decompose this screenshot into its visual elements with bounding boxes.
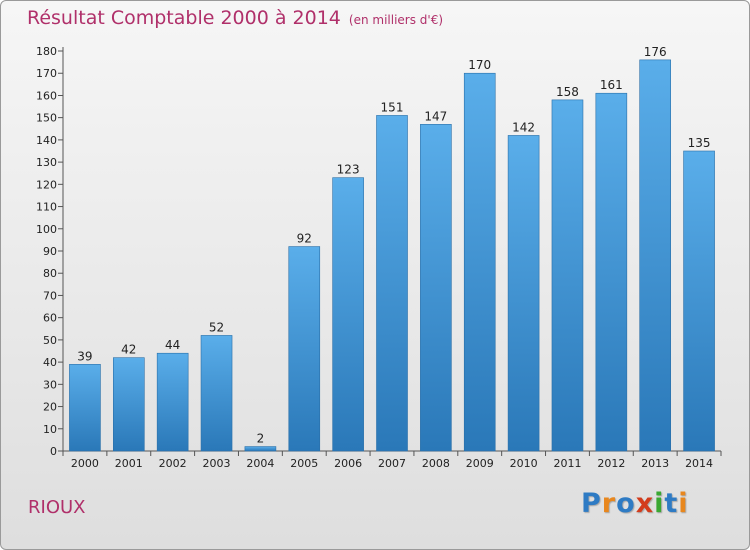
y-tick-label: 0 <box>50 445 57 458</box>
logo-letter: o <box>616 488 636 519</box>
x-tick-label: 2014 <box>685 457 713 470</box>
data-label: 151 <box>381 100 404 114</box>
y-tick-label: 60 <box>43 312 57 325</box>
y-tick-label: 160 <box>36 89 57 102</box>
bar[interactable] <box>683 150 715 452</box>
x-axis: 2000 2001 2002 2003 2004 2005 2006 2007 2008 2009… <box>62 450 722 470</box>
bar[interactable] <box>156 352 189 452</box>
data-label: 170 <box>468 58 491 72</box>
bar[interactable] <box>69 364 101 452</box>
y-tick-label: 110 <box>36 201 57 214</box>
y-tick-label: 100 <box>36 223 57 236</box>
data-labels: 39 42 44 52 2 92 123 151 147 170 142 158 161 176 135 <box>77 45 710 446</box>
bar[interactable] <box>639 59 672 452</box>
bar[interactable] <box>113 357 145 452</box>
data-label: 2 <box>257 432 265 446</box>
y-tick-label: 170 <box>36 67 57 80</box>
x-tick-label: 2004 <box>246 457 274 470</box>
x-tick-label: 2013 <box>641 457 669 470</box>
x-tick-label: 2002 <box>159 457 187 470</box>
bar[interactable] <box>200 335 233 452</box>
bar[interactable] <box>376 115 408 452</box>
bar[interactable] <box>288 246 321 452</box>
bar[interactable] <box>595 92 628 452</box>
x-tick-label: 2006 <box>334 457 362 470</box>
bar[interactable] <box>551 99 584 452</box>
x-tick-label: 2011 <box>553 457 581 470</box>
x-tick-label: 2010 <box>510 457 538 470</box>
x-tick-label: 2000 <box>71 457 99 470</box>
bar[interactable] <box>420 124 452 452</box>
bars <box>69 59 715 452</box>
y-tick-label: 180 <box>36 45 57 58</box>
x-tick-label: 2005 <box>290 457 318 470</box>
data-label: 92 <box>297 232 312 246</box>
bar[interactable] <box>244 446 277 452</box>
data-label: 161 <box>600 78 623 92</box>
y-tick-label: 80 <box>43 267 57 280</box>
y-tick-label: 70 <box>43 289 57 302</box>
y-tick-label: 150 <box>36 112 57 125</box>
title-row: Résultat Comptable 2000 à 2014 (en millie… <box>27 7 443 29</box>
y-tick-label: 140 <box>36 134 57 147</box>
logo-letter: r <box>601 488 617 519</box>
bar[interactable] <box>463 72 496 452</box>
logo-letter: t <box>664 488 679 519</box>
logo-letter: x <box>635 488 655 519</box>
data-label: 123 <box>337 163 360 177</box>
x-tick-label: 2008 <box>422 457 450 470</box>
data-label: 42 <box>121 343 136 357</box>
data-label: 39 <box>77 349 92 363</box>
commune-name: RIOUX <box>28 497 86 518</box>
data-label: 142 <box>512 120 535 134</box>
proxiti-logo[interactable]: Proxiti <box>581 488 689 519</box>
y-tick-label: 30 <box>43 378 57 391</box>
data-label: 158 <box>556 85 579 99</box>
bar[interactable] <box>507 135 540 452</box>
data-label: 135 <box>688 136 711 150</box>
logo-letter: P <box>581 488 602 519</box>
data-label: 52 <box>209 320 224 334</box>
chart-title: Résultat Comptable 2000 à 2014 <box>27 7 341 29</box>
y-tick-label: 130 <box>36 156 57 169</box>
y-tick-label: 10 <box>43 423 57 436</box>
logo-letter: i <box>678 488 689 519</box>
x-tick-label: 2009 <box>466 457 494 470</box>
x-tick-label: 2007 <box>378 457 406 470</box>
x-tick-label: 2012 <box>597 457 625 470</box>
chart-subtitle: (en milliers d'€) <box>348 13 444 27</box>
y-tick-label: 40 <box>43 356 57 369</box>
y-tick-label: 20 <box>43 401 57 414</box>
x-tick-label: 2001 <box>115 457 143 470</box>
data-label: 44 <box>165 338 180 352</box>
logo-letter: i <box>654 488 665 519</box>
data-label: 147 <box>424 109 447 123</box>
bar[interactable] <box>332 177 364 452</box>
y-tick-label: 50 <box>43 334 57 347</box>
data-label: 176 <box>644 45 667 59</box>
x-tick-label: 2003 <box>203 457 231 470</box>
y-tick-label: 90 <box>43 245 57 258</box>
y-tick-label: 120 <box>36 178 57 191</box>
y-axis: 0 10 20 30 40 50 60 70 80 90 100 110 120 130 140 150 160… <box>36 45 64 458</box>
